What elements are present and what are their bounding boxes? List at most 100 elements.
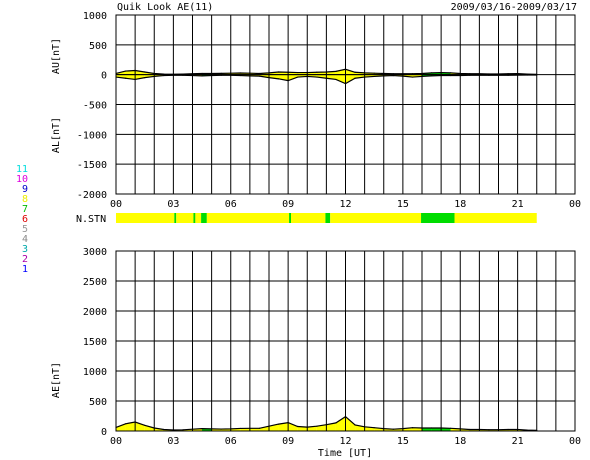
data-point-al bbox=[288, 80, 289, 81]
y-tick-label: 1000 bbox=[83, 11, 107, 22]
y-tick-label: -1000 bbox=[77, 130, 107, 141]
data-point-au bbox=[135, 70, 136, 71]
data-point-au bbox=[278, 71, 279, 72]
data-point-ae bbox=[221, 428, 222, 429]
data-point-au bbox=[240, 72, 241, 73]
data-point-au bbox=[460, 73, 461, 74]
data-point-au bbox=[125, 70, 126, 71]
data-point-ae bbox=[125, 423, 126, 424]
data-point-ae bbox=[450, 428, 451, 429]
x-tick-label: 15 bbox=[397, 199, 409, 210]
data-point-au bbox=[517, 73, 518, 74]
station-coverage-segment bbox=[176, 213, 193, 223]
x-tick-label: 06 bbox=[225, 436, 237, 447]
data-point-ae bbox=[240, 428, 241, 429]
data-point-ae bbox=[479, 429, 480, 430]
data-point-ae bbox=[488, 429, 489, 430]
data-point-au bbox=[421, 73, 422, 74]
x-tick-label: 00 bbox=[569, 199, 581, 210]
x-axis-label: Time [UT] bbox=[318, 448, 372, 459]
data-point-ae bbox=[335, 422, 336, 423]
data-point-al bbox=[345, 83, 346, 84]
data-point-ae bbox=[211, 428, 212, 429]
data-point-ae bbox=[259, 428, 260, 429]
data-point-au bbox=[345, 69, 346, 70]
y-tick-label: 500 bbox=[89, 41, 107, 52]
data-point-au bbox=[249, 73, 250, 74]
station-coverage-segment bbox=[193, 213, 195, 223]
x-tick-label: 09 bbox=[282, 436, 294, 447]
lower-panel: 300025002000150010005000 00 03 06 09 12 15 18 2… bbox=[51, 247, 581, 459]
data-point-al bbox=[201, 75, 202, 76]
y-tick-label: 1500 bbox=[83, 337, 107, 348]
data-point-ae bbox=[135, 421, 136, 422]
data-point-ae bbox=[412, 427, 413, 428]
data-point-ae bbox=[460, 428, 461, 429]
data-point-ae bbox=[441, 427, 442, 428]
data-point-ae bbox=[154, 427, 155, 428]
data-point-ae bbox=[431, 427, 432, 428]
data-point-au bbox=[354, 72, 355, 73]
data-point-au bbox=[230, 73, 231, 74]
y-tick-label: -1500 bbox=[77, 160, 107, 171]
x-tick-label: 00 bbox=[569, 436, 581, 447]
data-point-ae bbox=[393, 429, 394, 430]
data-point-au bbox=[201, 73, 202, 74]
data-point-al bbox=[354, 78, 355, 79]
station-coverage-segment bbox=[201, 213, 207, 223]
x-tick-label: 15 bbox=[397, 436, 409, 447]
x-tick-label: 21 bbox=[512, 436, 524, 447]
data-point-al bbox=[374, 76, 375, 77]
y-tick-label: 500 bbox=[89, 397, 107, 408]
station-coverage-segment bbox=[421, 213, 454, 223]
station-coverage-segment bbox=[207, 213, 289, 223]
area-fill-ae bbox=[336, 417, 346, 431]
data-point-au bbox=[297, 72, 298, 73]
data-point-ae bbox=[374, 427, 375, 428]
data-point-ae bbox=[288, 422, 289, 423]
data-point-ae bbox=[421, 427, 422, 428]
data-point-ae bbox=[201, 428, 202, 429]
data-point-al bbox=[278, 78, 279, 79]
x-tick-label: 03 bbox=[167, 436, 179, 447]
y-tick-label: 2000 bbox=[83, 307, 107, 318]
data-point-au bbox=[326, 71, 327, 72]
data-point-al bbox=[335, 79, 336, 80]
data-point-au bbox=[374, 73, 375, 74]
x-tick-label: 00 bbox=[110, 199, 122, 210]
data-point-ae bbox=[173, 429, 174, 430]
data-point-al bbox=[383, 75, 384, 76]
data-point-au bbox=[154, 73, 155, 74]
data-point-al bbox=[268, 77, 269, 78]
data-point-ae bbox=[278, 424, 279, 425]
data-point-al bbox=[144, 77, 145, 78]
y-tick-label: -2000 bbox=[77, 190, 107, 201]
data-point-ae bbox=[182, 429, 183, 430]
data-point-ae bbox=[268, 426, 269, 427]
x-tick-label: 12 bbox=[339, 199, 351, 210]
data-point-al bbox=[259, 76, 260, 77]
data-point-ae bbox=[192, 429, 193, 430]
data-point-au bbox=[364, 72, 365, 73]
data-point-ae bbox=[326, 424, 327, 425]
data-point-al bbox=[135, 79, 136, 80]
data-point-al bbox=[125, 78, 126, 79]
data-point-al bbox=[316, 76, 317, 77]
data-point-al bbox=[421, 76, 422, 77]
data-point-au bbox=[335, 71, 336, 72]
data-point-al bbox=[297, 76, 298, 77]
data-point-ae bbox=[517, 429, 518, 430]
data-point-au bbox=[288, 72, 289, 73]
station-coverage-segment bbox=[291, 213, 325, 223]
data-point-au bbox=[307, 72, 308, 73]
y-tick-label: -500 bbox=[83, 101, 107, 112]
station-coverage-segment bbox=[116, 213, 174, 223]
chart-title: Quik Look AE(11) bbox=[117, 2, 213, 13]
ae-axis-label: AE[nT] bbox=[51, 362, 62, 398]
data-point-au bbox=[268, 72, 269, 73]
area-fill-ae bbox=[288, 423, 298, 431]
y-tick-label: 2500 bbox=[83, 277, 107, 288]
data-point-ae bbox=[507, 429, 508, 430]
data-point-al bbox=[402, 76, 403, 77]
